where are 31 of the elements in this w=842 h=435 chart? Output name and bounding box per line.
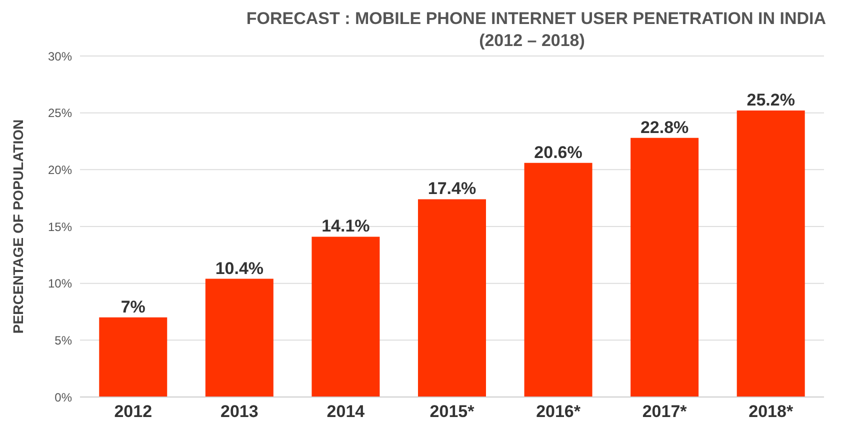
data-label: 7% xyxy=(120,297,146,316)
data-label: 10.4% xyxy=(215,258,264,278)
y-tick-label: 15% xyxy=(48,220,72,234)
bar xyxy=(630,138,699,397)
bar xyxy=(418,199,486,397)
data-label: 17.4% xyxy=(428,179,476,198)
bar xyxy=(99,317,168,397)
chart-title: FORECAST : MOBILE PHONE INTERNET USER PENETRATION IN INDIA xyxy=(245,8,826,30)
x-tick-label: 2017* xyxy=(642,402,688,422)
x-tick-label: 2016* xyxy=(536,402,581,422)
y-tick-label: 0% xyxy=(54,390,72,404)
y-tick-label: 10% xyxy=(48,276,72,291)
x-tick-label: 2018* xyxy=(748,402,794,422)
bar xyxy=(312,236,380,397)
data-label: 22.8% xyxy=(640,118,689,137)
data-label: 14.1% xyxy=(322,216,370,236)
y-axis-title: PERCENTAGE OF POPULATION xyxy=(10,119,26,334)
data-label: 20.6% xyxy=(534,142,582,162)
x-tick-label: 2014 xyxy=(326,402,366,422)
x-tick-label: 2015* xyxy=(430,402,475,422)
y-tick-label: 20% xyxy=(48,162,72,177)
bar xyxy=(205,278,274,397)
y-tick-label: 25% xyxy=(48,106,72,120)
y-tick-label: 30% xyxy=(48,49,72,64)
y-tick-label: 5% xyxy=(54,333,72,348)
bar xyxy=(524,162,592,397)
x-tick-label: 2013 xyxy=(220,402,258,422)
bar xyxy=(736,110,805,397)
data-label: 25.2% xyxy=(746,90,795,110)
chart-subtitle: (2012 – 2018) xyxy=(479,31,585,50)
x-tick-label: 2012 xyxy=(114,402,152,422)
